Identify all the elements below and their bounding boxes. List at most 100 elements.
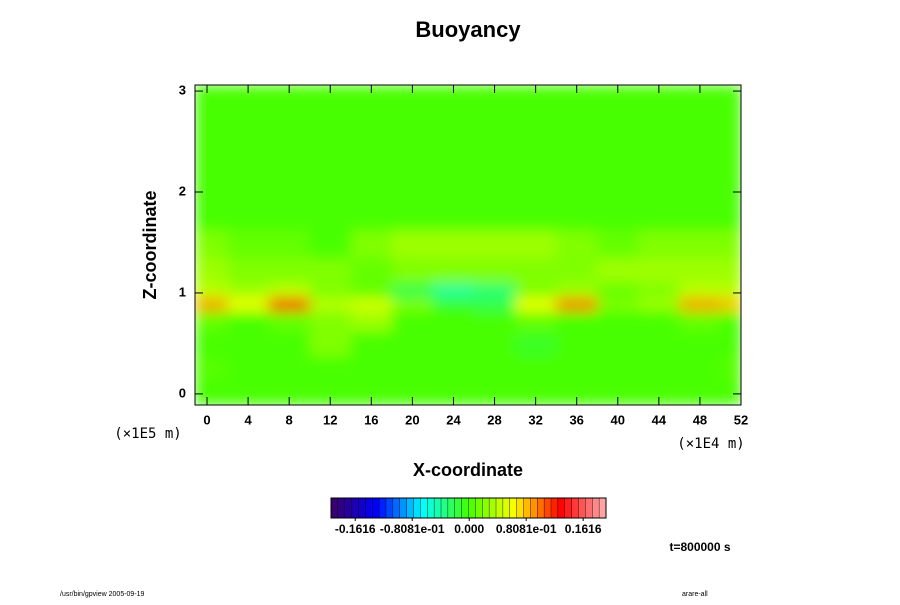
colorbar-swatch — [413, 497, 421, 519]
cell — [309, 166, 352, 206]
cell — [474, 330, 516, 357]
cell — [720, 257, 741, 284]
cell — [309, 229, 352, 259]
cell — [638, 310, 680, 332]
cell — [638, 204, 680, 231]
colorbar-tick-label: -0.1616 — [335, 522, 376, 536]
cell — [515, 166, 557, 206]
footer-left: /usr/bin/gpview 2005-09-19 — [60, 591, 145, 598]
cell — [195, 116, 229, 168]
y-tick-label: 2 — [179, 183, 186, 198]
colorbar-swatch — [550, 497, 559, 519]
x-tick-label: 32 — [528, 412, 542, 427]
cell — [638, 166, 680, 206]
cell — [309, 297, 352, 312]
cell — [679, 116, 721, 168]
cell — [391, 282, 434, 299]
x-tick-label: 4 — [244, 412, 252, 427]
cell — [515, 116, 557, 168]
x-tick-label: 12 — [323, 412, 337, 427]
colorbar-swatch — [420, 497, 428, 519]
cell — [679, 330, 721, 357]
cell — [268, 282, 311, 299]
cell — [195, 356, 229, 382]
cell — [195, 85, 229, 117]
x-tick-label: 44 — [652, 412, 667, 427]
colorbar-swatch — [351, 497, 360, 519]
cell — [309, 381, 352, 405]
cell — [638, 282, 680, 299]
cell — [268, 166, 311, 206]
colorbar-swatch — [427, 497, 435, 519]
cell — [720, 166, 741, 206]
cell — [474, 166, 516, 206]
cell — [391, 116, 434, 168]
cell — [195, 282, 229, 299]
colorbar-swatch — [488, 497, 497, 519]
colorbar-swatch — [482, 497, 490, 519]
cell — [391, 297, 434, 312]
cell — [638, 330, 680, 357]
colorbar-swatch — [358, 497, 366, 519]
cell — [350, 229, 393, 259]
colorbar-swatch — [475, 497, 483, 519]
cell — [432, 166, 475, 206]
plot-frame — [194, 84, 742, 406]
colorbar-swatch — [372, 497, 380, 519]
cell — [309, 282, 352, 299]
cell — [638, 229, 680, 259]
cell — [556, 356, 598, 382]
x-tick-label: 48 — [693, 412, 707, 427]
cell — [720, 297, 741, 312]
cell — [597, 116, 639, 168]
cell — [432, 204, 475, 231]
colorbar-tick-label: 0.1616 — [565, 522, 602, 536]
cell — [350, 381, 393, 405]
cell — [432, 330, 475, 357]
cell — [679, 310, 721, 332]
cell — [227, 310, 270, 332]
cell — [432, 116, 475, 168]
colorbar-swatch — [592, 497, 600, 519]
chart-title: Buoyancy — [415, 17, 521, 42]
cell — [195, 330, 229, 357]
colorbar-swatch — [330, 497, 339, 519]
cell — [268, 356, 311, 382]
y-unit: (×1E5 m) — [114, 426, 181, 442]
cell — [391, 381, 434, 405]
cell — [391, 204, 434, 231]
cell — [474, 116, 516, 168]
colorbar-swatch — [344, 497, 353, 519]
colorbar-tick-label: 0.000 — [454, 522, 484, 536]
y-tick-label: 0 — [179, 385, 186, 400]
colorbar-swatch — [440, 497, 449, 519]
colorbar-swatch — [571, 497, 580, 519]
cell — [350, 116, 393, 168]
colorbar-swatch — [385, 497, 394, 519]
colorbar-swatch — [399, 497, 408, 519]
colorbar-swatch — [406, 497, 415, 519]
cell — [720, 229, 741, 259]
cell — [474, 310, 516, 332]
cell — [556, 257, 598, 284]
field — [195, 85, 741, 405]
colorbar-swatch — [365, 497, 373, 519]
cell — [679, 297, 721, 312]
cell — [350, 356, 393, 382]
cell — [638, 116, 680, 168]
cell — [720, 204, 741, 231]
cell — [227, 229, 270, 259]
cell — [268, 381, 311, 405]
cell — [515, 297, 557, 312]
cell — [227, 297, 270, 312]
x-tick-label: 20 — [405, 412, 419, 427]
colorbar-swatch — [468, 497, 476, 519]
colorbar-swatch — [502, 497, 511, 519]
colorbar-swatch — [495, 497, 504, 519]
cell — [515, 257, 557, 284]
cell — [391, 257, 434, 284]
cell — [268, 229, 311, 259]
x-tick-label: 0 — [203, 412, 210, 427]
cell — [195, 310, 229, 332]
x-tick-label: 28 — [487, 412, 501, 427]
